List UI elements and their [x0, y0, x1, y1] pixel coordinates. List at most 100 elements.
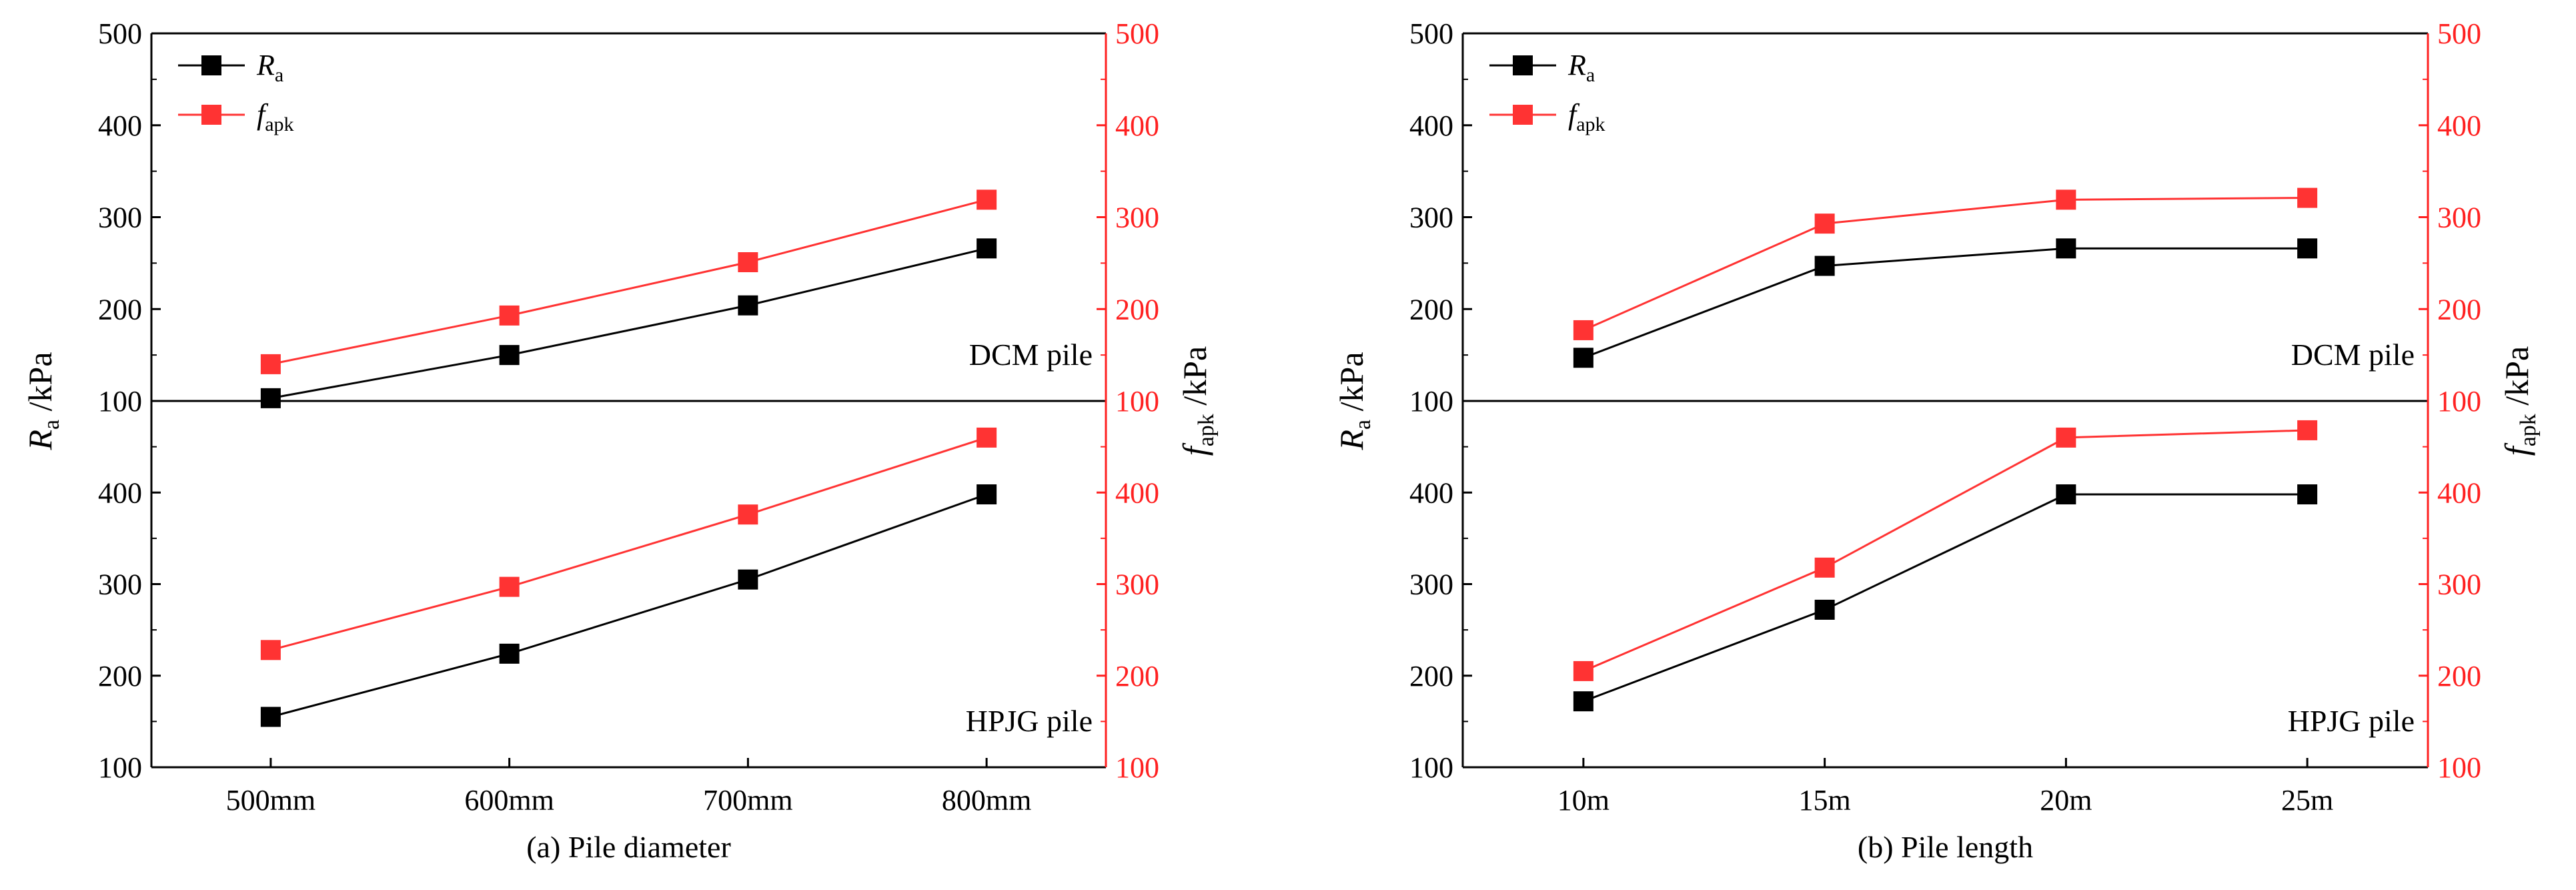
data-point-ra: [2297, 484, 2318, 504]
x-tick-label: 600mm: [464, 784, 554, 817]
figure-caption: (b) Pile length: [1858, 830, 2033, 864]
left-tick-label: 300: [98, 201, 142, 234]
left-axis-title-unit: /kPa: [1333, 352, 1370, 419]
right-tick-label: 300: [1115, 568, 1159, 601]
data-point-ra: [1573, 691, 1593, 712]
data-point-ra: [499, 643, 520, 664]
legend-ra-sub: a: [275, 64, 283, 86]
right-tick-label: 400: [2437, 476, 2481, 509]
left-tick-label: 400: [98, 476, 142, 509]
left-axis-title-main: R: [1333, 430, 1370, 451]
legend-ra-label: Ra: [256, 49, 283, 86]
right-tick-label: 100: [1115, 385, 1159, 418]
left-tick-label: 100: [98, 385, 142, 418]
chart-0-panel-0: 100 200 300 400 500 100 200 300 400 500 DCM pile: [98, 17, 1159, 418]
series-line-ra: [270, 247, 987, 400]
left-tick-label: 500: [98, 17, 142, 50]
data-point-fapk: [1814, 213, 1835, 234]
left-axis-title: Ra /kPa: [21, 352, 64, 450]
right-tick-label: 200: [1115, 293, 1159, 326]
series-line-fapk: [1583, 429, 2308, 673]
left-tick-label: 300: [1409, 201, 1453, 234]
data-point-fapk: [2056, 427, 2076, 448]
data-point-ra: [1573, 348, 1593, 368]
legend-ra-marker: [1513, 55, 1533, 75]
data-point-fapk: [1573, 320, 1593, 340]
data-point-fapk: [2297, 187, 2318, 208]
data-point-fapk: [977, 427, 997, 448]
right-tick-label: 300: [1115, 201, 1159, 234]
left-tick-label: 300: [98, 568, 142, 601]
right-axis-title-unit: /kPa: [1176, 346, 1213, 414]
data-point-fapk: [2056, 189, 2076, 210]
right-axis-title-unit: /kPa: [2498, 346, 2535, 414]
data-point-fapk: [738, 252, 758, 272]
data-point-fapk: [499, 576, 520, 597]
x-tick-label: 15m: [1799, 784, 1851, 817]
legend-ra-label: Ra: [1567, 49, 1595, 86]
left-axis-title-text: Ra /kPa: [1333, 352, 1375, 450]
right-axis-title-sub: apk: [1194, 414, 1219, 446]
legend-ra-main: R: [256, 49, 275, 81]
data-point-fapk: [738, 504, 758, 525]
series-line-fapk: [1583, 197, 2308, 332]
right-tick-label: 400: [2437, 109, 2481, 142]
left-tick-label: 500: [1409, 17, 1453, 50]
data-point-fapk: [1573, 660, 1593, 681]
left-tick-label: 400: [1409, 109, 1453, 142]
series-line-ra: [1583, 493, 2308, 703]
data-point-ra: [738, 295, 758, 316]
series-line-fapk: [270, 198, 987, 366]
right-tick-label: 400: [1115, 109, 1159, 142]
left-tick-label: 100: [1409, 751, 1453, 784]
series-line-ra: [270, 493, 987, 718]
series-line-ra: [1583, 247, 2308, 359]
left-axis-title-sub: a: [39, 420, 64, 430]
left-tick-label: 200: [98, 660, 142, 693]
series-line-fapk: [270, 436, 987, 651]
data-point-fapk: [499, 305, 520, 326]
left-tick-label: 300: [1409, 568, 1453, 601]
right-tick-label: 500: [2437, 17, 2481, 50]
data-point-ra: [2056, 238, 2076, 259]
left-axis-title-text: Ra /kPa: [21, 352, 64, 450]
data-point-fapk: [260, 354, 281, 374]
right-axis-title: fapk /kPa: [1176, 346, 1219, 456]
left-axis-title: Ra /kPa: [1333, 352, 1375, 450]
data-point-ra: [2056, 484, 2076, 504]
legend-ra-main: R: [1567, 49, 1586, 81]
data-point-ra: [977, 484, 997, 504]
left-axis-title-sub: a: [1351, 420, 1375, 430]
data-point-ra: [1814, 256, 1835, 276]
left-axis-title-unit: /kPa: [21, 352, 59, 419]
panel-label: DCM pile: [969, 338, 1093, 372]
legend-fapk-marker: [1513, 105, 1533, 125]
legend-fapk-sub: apk: [1576, 113, 1605, 135]
data-point-fapk: [260, 640, 281, 660]
left-tick-label: 200: [98, 293, 142, 326]
chart-0: 100 200 300 400 500 100 200 300 400 500 DCM pile 10…: [21, 17, 1219, 864]
panel-label: HPJG pile: [966, 704, 1093, 738]
data-point-ra: [499, 345, 520, 366]
legend-ra-sub: a: [1586, 64, 1595, 86]
left-tick-label: 400: [1409, 476, 1453, 509]
right-tick-label: 200: [2437, 293, 2481, 326]
right-tick-label: 500: [1115, 17, 1159, 50]
right-axis-title-text: fapk /kPa: [1176, 346, 1219, 456]
left-tick-label: 100: [98, 751, 142, 784]
data-point-fapk: [1814, 557, 1835, 578]
legend-fapk-marker: [201, 105, 221, 125]
data-point-ra: [2297, 238, 2318, 259]
right-tick-label: 300: [2437, 201, 2481, 234]
panel-label: HPJG pile: [2288, 704, 2415, 738]
right-tick-label: 300: [2437, 568, 2481, 601]
left-tick-label: 200: [1409, 293, 1453, 326]
data-point-fapk: [977, 189, 997, 210]
data-point-fapk: [2297, 420, 2318, 440]
right-tick-label: 100: [2437, 385, 2481, 418]
x-tick-label: 10m: [1557, 784, 1609, 817]
data-point-ra: [260, 707, 281, 727]
